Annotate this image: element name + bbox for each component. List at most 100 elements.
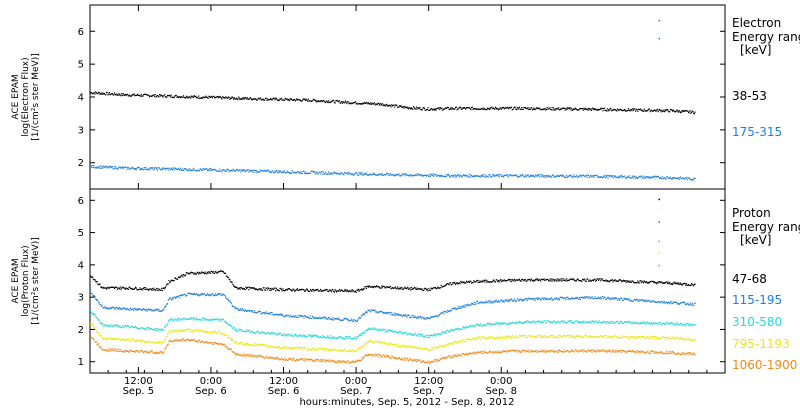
data-point (530, 298, 532, 300)
data-point (300, 289, 302, 291)
data-point (200, 97, 202, 99)
data-point (142, 307, 145, 310)
data-point (388, 329, 390, 331)
data-point (177, 168, 179, 171)
data-point (470, 280, 472, 282)
data-point (362, 174, 364, 176)
data-point (537, 297, 539, 299)
data-point (315, 336, 317, 338)
data-point (414, 316, 416, 318)
data-point (475, 175, 477, 177)
data-point (415, 288, 417, 290)
data-point (327, 335, 329, 337)
data-point (692, 324, 694, 326)
data-point (427, 349, 429, 351)
data-point (626, 110, 628, 112)
data-point (152, 328, 154, 330)
data-point (578, 322, 580, 324)
data-point (326, 289, 328, 291)
data-point (180, 318, 182, 320)
data-point (246, 310, 248, 313)
data-point (153, 169, 155, 171)
data-point (572, 108, 574, 111)
data-point (353, 102, 355, 104)
data-point (519, 335, 521, 337)
data-point (129, 168, 131, 170)
data-point (326, 173, 328, 175)
data-point (201, 169, 203, 172)
data-point (569, 278, 571, 280)
data-point (434, 333, 436, 335)
data-point (103, 287, 105, 289)
data-point (655, 281, 657, 284)
data-point (455, 282, 457, 284)
data-point (254, 311, 256, 314)
data-point (684, 109, 686, 112)
data-point (225, 297, 227, 299)
data-point (340, 319, 342, 322)
data-point (213, 294, 215, 296)
data-point (536, 279, 538, 281)
data-point (444, 108, 446, 110)
data-point (401, 315, 403, 317)
data-point (272, 331, 274, 334)
data-point (137, 93, 139, 95)
data-point (328, 317, 330, 319)
data-point (484, 108, 486, 111)
data-point (291, 290, 293, 292)
data-point (109, 337, 111, 339)
data-point (195, 319, 198, 321)
data-point (457, 174, 459, 177)
data-point (317, 288, 319, 291)
data-point (99, 167, 101, 169)
data-point (426, 335, 428, 337)
data-point (187, 169, 190, 171)
data-point (217, 272, 219, 274)
data-point (563, 320, 566, 322)
data-point (90, 276, 92, 278)
data-point (226, 275, 228, 277)
data-point (417, 347, 419, 349)
data-point (246, 98, 248, 100)
data-point (119, 326, 121, 328)
data-point (243, 169, 246, 171)
data-point (619, 109, 621, 111)
data-point (322, 290, 325, 292)
data-point (257, 343, 259, 345)
data-point (447, 344, 449, 346)
data-point (365, 102, 367, 104)
data-point (97, 301, 100, 303)
data-point (145, 308, 148, 310)
data-point (539, 299, 542, 301)
data-point (365, 173, 367, 175)
data-point (185, 329, 187, 331)
data-point (381, 173, 383, 175)
data-point (508, 322, 510, 324)
data-point (171, 280, 173, 282)
data-point (645, 336, 648, 338)
data-point (570, 321, 572, 323)
data-point (611, 279, 613, 281)
data-point (600, 107, 602, 109)
data-point (465, 304, 468, 306)
data-point (631, 280, 633, 282)
data-point (116, 324, 118, 327)
data-point (566, 321, 568, 324)
data-point (573, 108, 575, 110)
data-point (351, 318, 353, 320)
data-point (384, 331, 386, 333)
data-point (304, 315, 307, 317)
data-point (359, 333, 361, 336)
data-point (275, 287, 277, 289)
data-point (590, 109, 592, 111)
data-point (590, 322, 592, 324)
data-point (118, 93, 120, 95)
data-point (179, 330, 181, 332)
data-point (186, 294, 188, 296)
data-point (300, 347, 302, 349)
data-point (598, 297, 600, 299)
data-point (164, 326, 166, 328)
data-point (467, 326, 469, 329)
data-point (436, 346, 439, 348)
data-point (656, 176, 658, 178)
